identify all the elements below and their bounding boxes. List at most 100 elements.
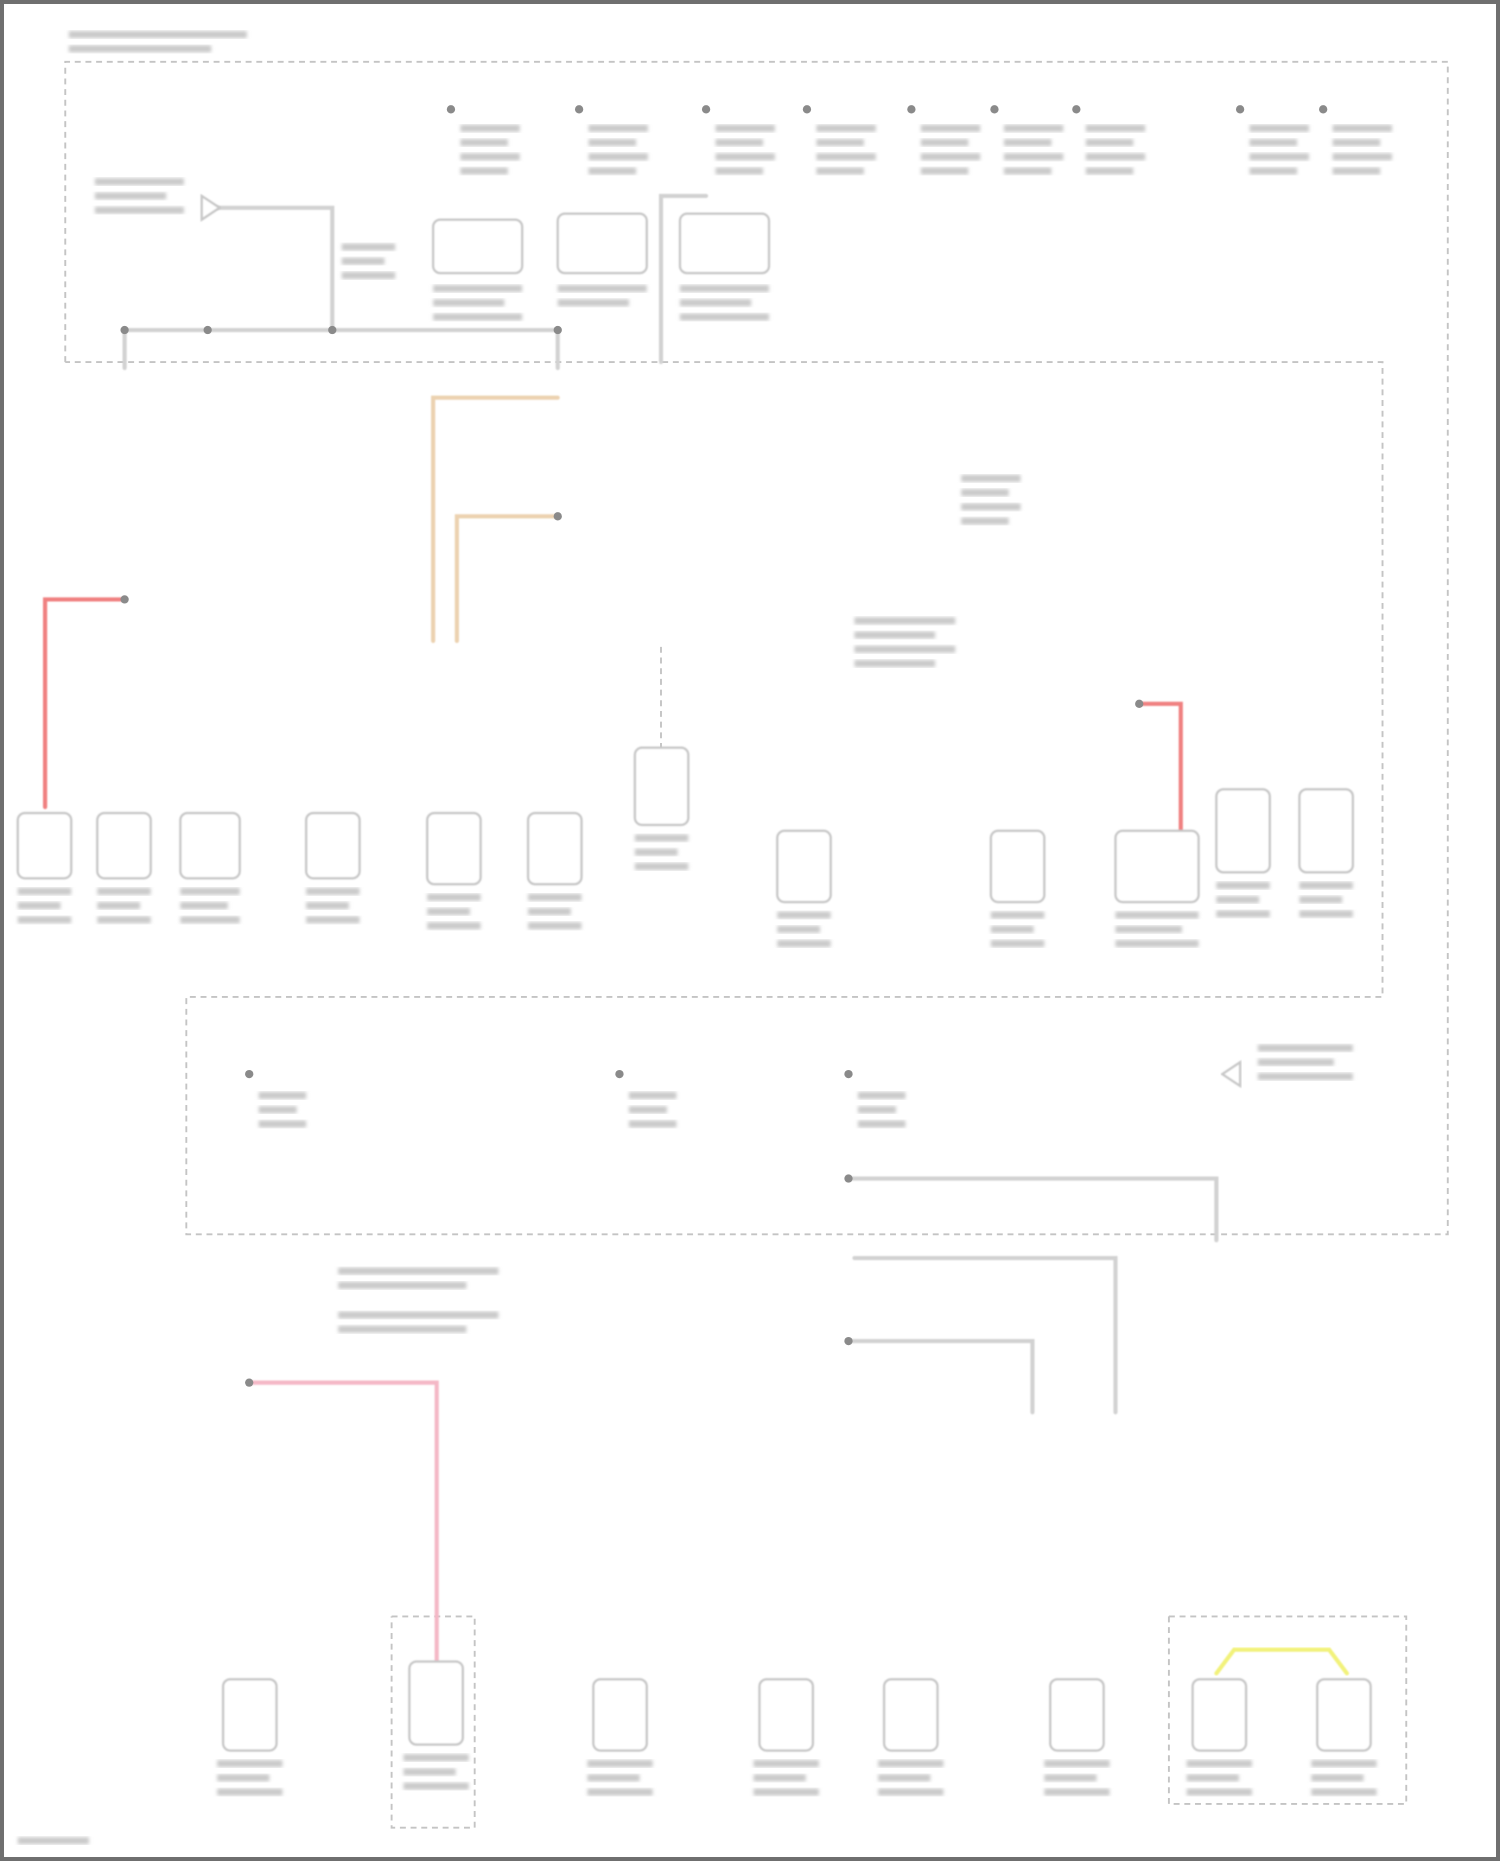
label-placeholder: [94, 192, 167, 200]
splice-dot: [615, 1069, 624, 1079]
splice-dot: [844, 1336, 853, 1346]
label-placeholder: [17, 916, 72, 924]
dashed-boundaries: [64, 60, 1449, 1829]
label-placeholder: [1216, 881, 1270, 889]
label-placeholder: [990, 911, 1045, 919]
wire-yellow: [1214, 1647, 1349, 1676]
label-placeholder: [17, 1837, 90, 1845]
label-placeholder: [306, 887, 360, 895]
wire-tan: [431, 395, 560, 644]
label-placeholder: [816, 138, 864, 147]
splice-dot: [245, 1069, 254, 1079]
label-placeholder: [341, 243, 396, 251]
label-placeholder: [628, 1106, 667, 1114]
label-placeholder: [433, 284, 523, 293]
label-placeholder: [1257, 1072, 1353, 1081]
label-placeholder: [1186, 1774, 1239, 1782]
label-placeholder: [460, 138, 508, 147]
label-placeholder: [341, 271, 396, 279]
label-placeholder: [338, 1325, 467, 1333]
label-placeholder: [427, 907, 470, 916]
label-placeholder: [588, 153, 648, 161]
component-box: [1191, 1678, 1248, 1752]
dashed-boundary: [64, 60, 1449, 1236]
label-placeholder: [857, 1091, 906, 1100]
label-placeholder: [427, 893, 481, 901]
component-box: [16, 811, 73, 880]
splice-dot: [802, 105, 812, 114]
label-placeholder: [557, 299, 629, 307]
label-placeholder: [854, 617, 956, 625]
label-placeholder: [878, 1774, 931, 1782]
label-placeholder: [990, 939, 1045, 948]
splice-dot: [203, 325, 212, 335]
label-placeholder: [1044, 1760, 1110, 1768]
label-placeholder: [403, 1768, 456, 1776]
label-placeholder: [338, 1311, 499, 1319]
ground-symbol: [1220, 1060, 1242, 1089]
component-box: [96, 811, 152, 880]
label-placeholder: [1249, 167, 1298, 175]
label-placeholder: [588, 138, 637, 147]
component-box: [633, 746, 690, 827]
label-placeholder: [920, 124, 981, 132]
splice-dot: [990, 105, 999, 114]
splices: [120, 105, 1328, 1387]
dashed-boundary: [390, 1615, 476, 1829]
label-placeholder: [1003, 138, 1052, 147]
component-box: [1114, 829, 1200, 904]
label-placeholder: [94, 206, 184, 214]
label-placeholder: [460, 167, 508, 175]
label-placeholder: [1216, 910, 1270, 918]
label-placeholder: [1332, 153, 1393, 161]
label-placeholder: [1332, 138, 1381, 147]
label-placeholder: [679, 284, 769, 293]
label-placeholder: [1003, 124, 1064, 132]
label-placeholder: [1186, 1760, 1252, 1768]
component-box: [592, 1678, 648, 1752]
label-placeholder: [990, 925, 1034, 933]
splice-dot: [1135, 699, 1144, 708]
label-placeholder: [1085, 124, 1146, 132]
splice-dot: [844, 1174, 853, 1183]
component-box: [526, 811, 583, 886]
component-box: [1215, 788, 1271, 874]
label-placeholder: [587, 1774, 640, 1782]
label-placeholder: [338, 1267, 499, 1275]
label-placeholder: [460, 124, 520, 132]
label-placeholder: [878, 1760, 944, 1768]
wire-wire_default: [122, 327, 560, 371]
label-placeholder: [679, 313, 769, 321]
label-placeholder: [217, 1774, 270, 1782]
label-placeholder: [857, 1106, 896, 1114]
label-placeholder: [777, 925, 821, 933]
label-placeholder: [17, 887, 72, 895]
component-box: [408, 1660, 465, 1746]
label-placeholder: [878, 1788, 944, 1796]
splice-dot: [1072, 105, 1081, 114]
label-placeholder: [1299, 896, 1343, 904]
label-placeholder: [857, 1120, 906, 1128]
label-placeholder: [715, 138, 764, 147]
label-placeholder: [341, 257, 385, 265]
splice-dot: [553, 325, 562, 335]
splice-dot: [574, 105, 584, 114]
label-placeholder: [433, 299, 505, 307]
component-box: [221, 1678, 278, 1752]
label-placeholder: [961, 474, 1021, 482]
label-placeholder: [1186, 1788, 1252, 1796]
label-placeholder: [68, 45, 212, 53]
label-placeholder: [94, 178, 184, 186]
wires: [43, 107, 1349, 1688]
label-placeholder: [1299, 881, 1353, 889]
splice-dot: [328, 325, 337, 335]
label-placeholder: [217, 1788, 283, 1796]
wire-tan: [454, 514, 560, 644]
splice-dot: [907, 105, 916, 114]
label-placeholder: [1115, 911, 1199, 919]
label-placeholder: [854, 645, 956, 653]
label-placeholder: [1044, 1788, 1110, 1796]
label-placeholder: [1085, 153, 1146, 161]
label-placeholder: [1085, 167, 1134, 175]
